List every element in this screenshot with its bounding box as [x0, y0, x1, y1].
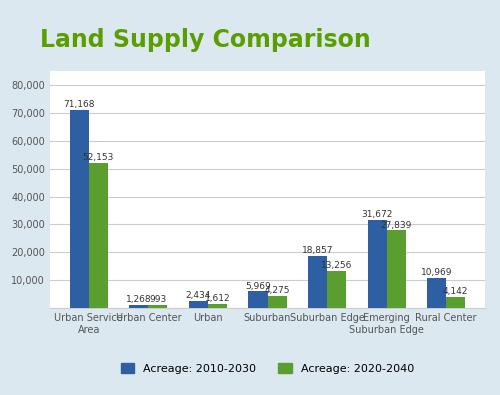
Bar [70, 110, 89, 308]
Text: 27,839: 27,839 [380, 221, 412, 229]
Bar [308, 256, 327, 308]
Legend: Acreage: 2010-2030, Acreage: 2020-2040: Acreage: 2010-2030, Acreage: 2020-2040 [116, 359, 418, 378]
Bar [148, 305, 168, 308]
Bar [446, 297, 465, 308]
Text: 18,857: 18,857 [302, 246, 334, 255]
Text: 1,268: 1,268 [126, 295, 152, 304]
Bar [89, 163, 108, 308]
Bar [427, 278, 446, 308]
Bar [189, 301, 208, 308]
Text: 13,256: 13,256 [321, 261, 352, 270]
Text: 993: 993 [150, 295, 166, 305]
Text: 31,672: 31,672 [362, 210, 393, 219]
Text: 4,275: 4,275 [264, 286, 290, 295]
Text: 71,168: 71,168 [64, 100, 95, 109]
Bar [248, 292, 268, 308]
Text: 10,969: 10,969 [421, 268, 452, 276]
Bar [386, 230, 406, 308]
Bar [327, 271, 346, 308]
Text: 5,969: 5,969 [245, 282, 271, 291]
Text: 4,142: 4,142 [443, 287, 468, 296]
Text: 52,153: 52,153 [82, 153, 114, 162]
Text: 1,612: 1,612 [204, 294, 231, 303]
Bar [208, 304, 227, 308]
Text: 2,434: 2,434 [186, 292, 211, 301]
Text: Land Supply Comparison: Land Supply Comparison [40, 28, 371, 52]
Bar [368, 220, 386, 308]
Bar [130, 305, 148, 308]
Bar [268, 296, 286, 308]
